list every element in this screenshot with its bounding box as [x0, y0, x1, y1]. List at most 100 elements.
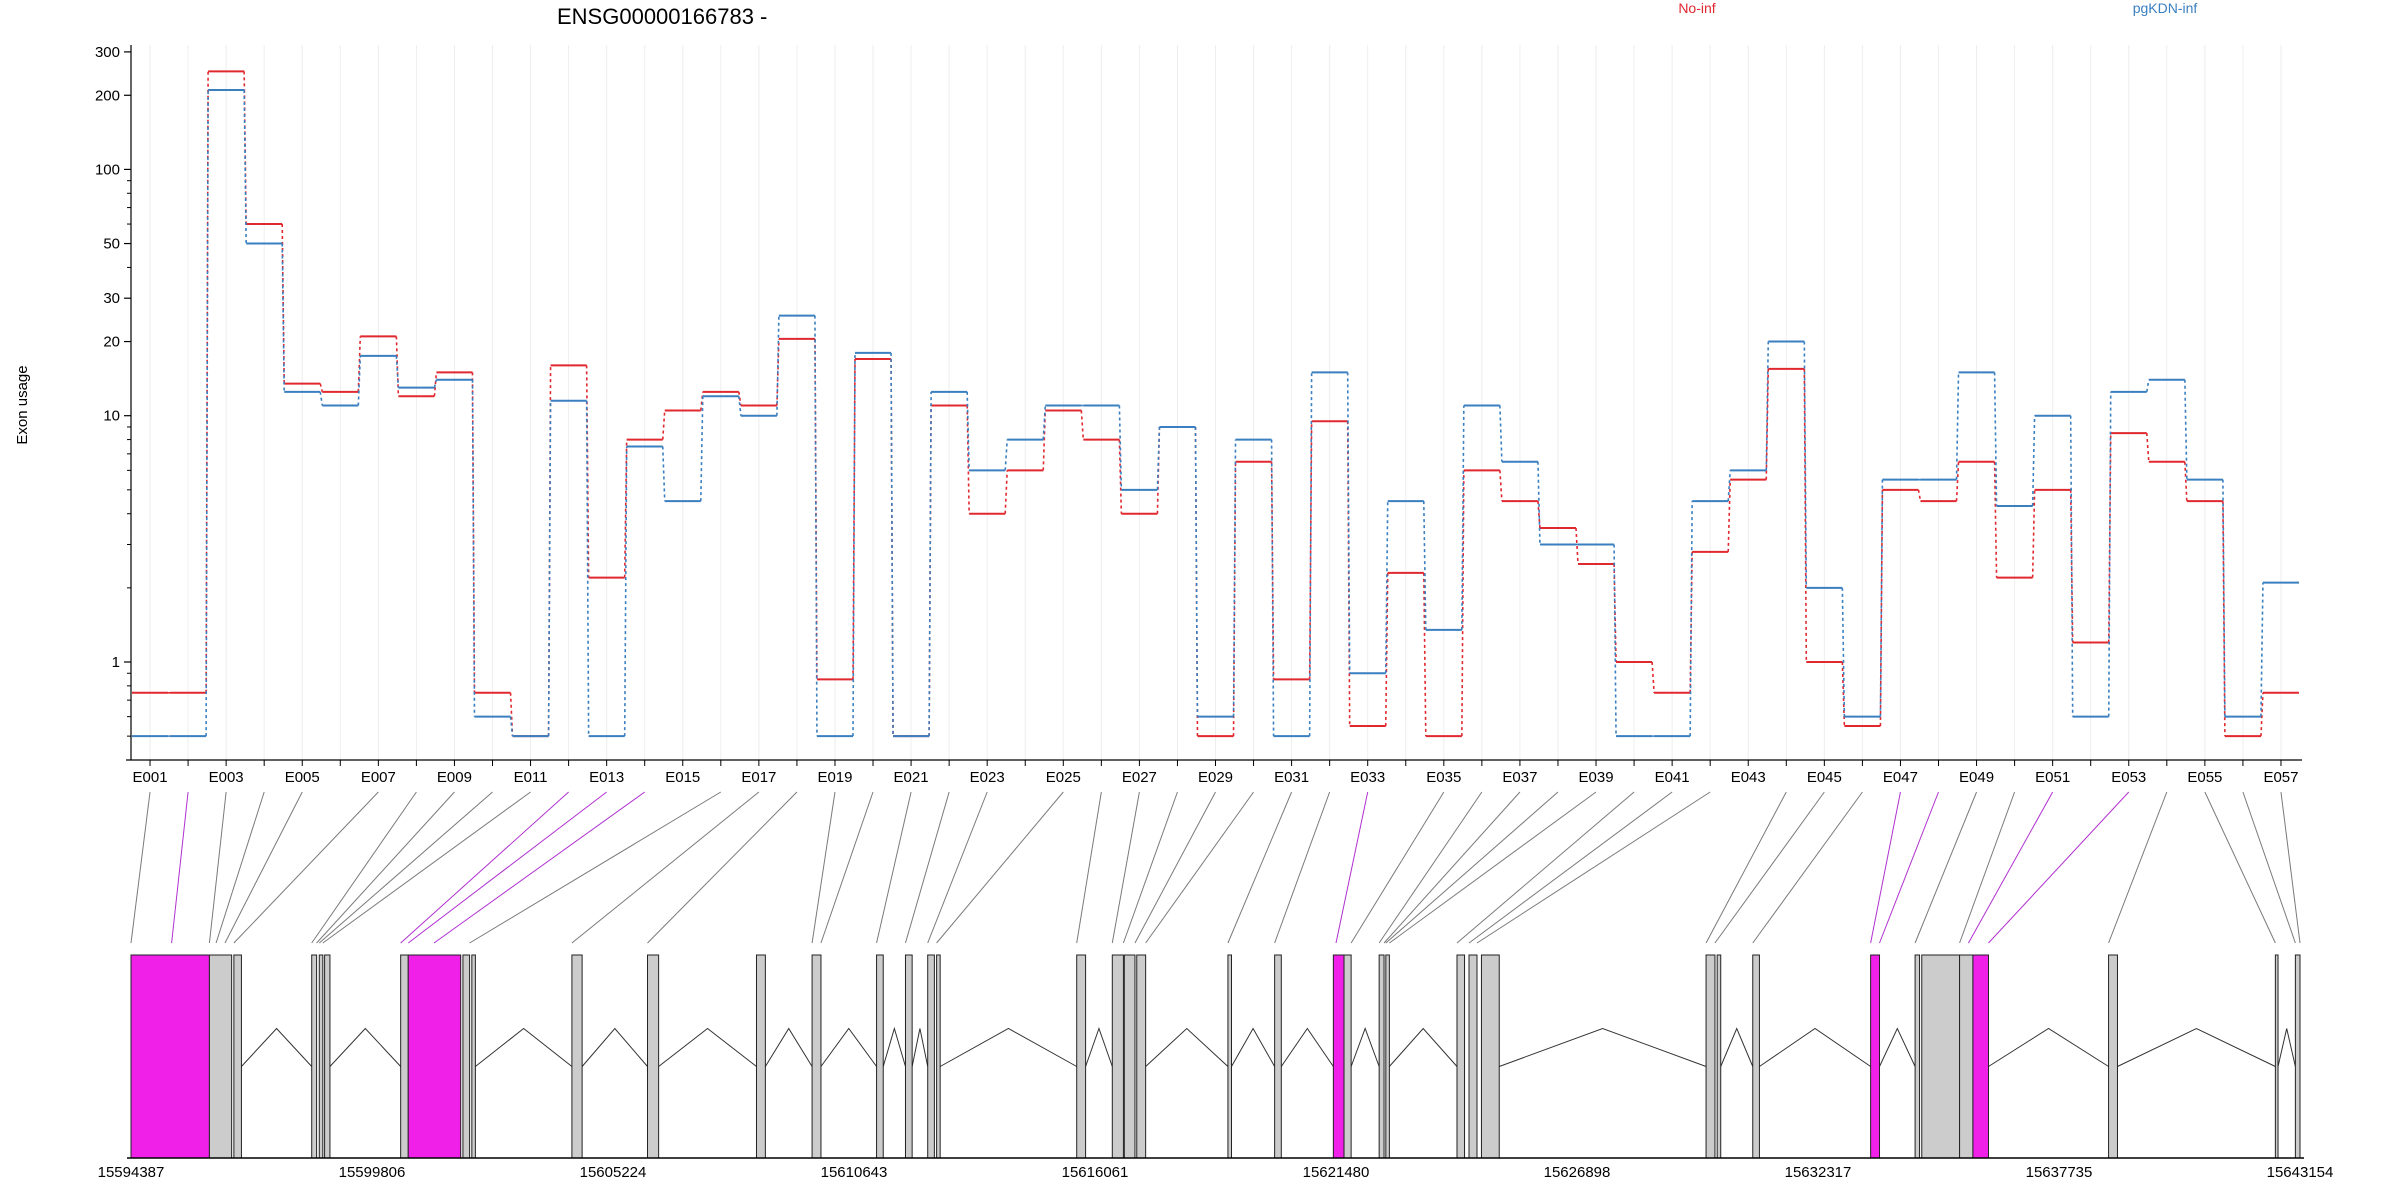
exon-connector: [2204, 791, 2276, 944]
x-tick-label: E009: [437, 769, 472, 786]
genomic-tick-label: 15610643: [821, 1164, 888, 1181]
x-tick-label: E051: [2035, 769, 2070, 786]
exon-connector: [407, 791, 607, 944]
legend-no-inf: No-inf: [1678, 0, 1715, 16]
exon-connectors: [130, 791, 2301, 944]
exon-connector: [2280, 791, 2301, 944]
x-tick-label: E025: [1046, 769, 1081, 786]
x-tick-label: E039: [1579, 769, 1614, 786]
x-tick-label: E003: [209, 769, 244, 786]
exon-connector: [1468, 791, 1673, 944]
chart-title: ENSG00000166783 -: [557, 4, 767, 29]
genomic-tick-label: 15637735: [2026, 1164, 2093, 1181]
exon-connector: [233, 791, 379, 944]
intron-line: [1879, 1027, 1916, 1067]
exon-block: [311, 954, 318, 1159]
x-tick-label: E005: [285, 769, 320, 786]
exon-connector: [2242, 791, 2296, 944]
exon-connector: [208, 791, 227, 944]
x-tick-label: E041: [1655, 769, 1690, 786]
plot-axes: 1 10 20 30 50 100 200 300 E001 E003 E005 E007 E009 E0…: [95, 44, 2302, 786]
exon-connector: [1274, 791, 1331, 944]
exon-connector: [927, 791, 988, 944]
exon-block: [1752, 954, 1760, 1159]
exon-block: [233, 954, 242, 1159]
exon-connector: [1111, 791, 1140, 944]
x-tick-label: E027: [1122, 769, 1157, 786]
exon-connector: [1476, 791, 1711, 944]
series-line-no-inf: [168, 71, 2264, 737]
genomic-tick-label: 15605224: [580, 1164, 647, 1181]
exon-block: [208, 954, 233, 1159]
x-tick-label: E017: [741, 769, 776, 786]
exon-connector: [1705, 791, 1787, 944]
exon-block-highlighted: [407, 954, 462, 1159]
exon-connector: [433, 791, 646, 944]
exon-connector: [469, 791, 722, 944]
exon-block: [876, 954, 884, 1159]
y-tick-label: 30: [103, 290, 120, 307]
intron-line: [1145, 1027, 1229, 1067]
genomic-tick-label: 15616061: [1062, 1164, 1129, 1181]
exon-connector: [1076, 791, 1102, 944]
exon-block-highlighted: [1972, 954, 1989, 1159]
exon-connector: [1385, 791, 1559, 944]
x-tick-label: E053: [2111, 769, 2146, 786]
legend-pgkdn-inf: pgKDN-inf: [2133, 0, 2198, 16]
exon-block: [2108, 954, 2118, 1159]
exon-connector: [1378, 791, 1483, 944]
genomic-tick-label: 15594387: [98, 1164, 165, 1181]
exon-block-highlighted: [1332, 954, 1345, 1159]
gene-model: [130, 954, 2301, 1159]
exon-block: [324, 954, 331, 1159]
y-tick-label: 50: [103, 236, 120, 253]
intron-line: [764, 1027, 813, 1067]
exon-block: [1274, 954, 1282, 1159]
intron-line: [241, 1027, 313, 1067]
intron-line: [475, 1027, 573, 1067]
y-tick-label: 10: [103, 408, 120, 425]
x-tick-label: E035: [1426, 769, 1461, 786]
y-tick-label: 20: [103, 334, 120, 351]
exon-block: [1227, 954, 1232, 1159]
exon-block: [755, 954, 766, 1159]
intron-line: [820, 1027, 877, 1067]
exon-block: [1705, 954, 1716, 1159]
intron-line: [1231, 1027, 1276, 1067]
exon-connector: [1752, 791, 1863, 944]
x-tick-label: E057: [2263, 769, 2298, 786]
x-tick-label: E015: [665, 769, 700, 786]
exon-connector: [1350, 791, 1445, 944]
exon-block: [318, 954, 324, 1159]
intron-line: [1759, 1027, 1871, 1067]
exon-block: [1378, 954, 1385, 1159]
exon-block: [1123, 954, 1136, 1159]
intron-line: [2117, 1027, 2276, 1067]
intron-line: [1720, 1027, 1754, 1067]
intron-line: [581, 1027, 648, 1067]
exon-connector: [571, 791, 760, 944]
intron-line: [1988, 1027, 2109, 1067]
exon-connector: [936, 791, 1064, 944]
exon-connector: [171, 791, 189, 944]
exon-connector: [1879, 791, 1939, 944]
genomic-tick-label: 15621480: [1303, 1164, 1370, 1181]
intron-line: [1350, 1027, 1380, 1067]
exon-connector: [318, 791, 493, 944]
x-tick-label: E001: [133, 769, 168, 786]
exon-connector: [1988, 791, 2130, 944]
exon-block: [927, 954, 935, 1159]
exon-block: [1343, 954, 1352, 1159]
exon-connector: [2108, 791, 2168, 944]
plot-gridlines: [149, 45, 2282, 760]
exon-connector: [316, 791, 455, 944]
exon-block-highlighted: [1870, 954, 1881, 1159]
x-tick-label: E029: [1198, 769, 1233, 786]
genomic-tick-label: 15643154: [2267, 1164, 2334, 1181]
exon-block: [1385, 954, 1390, 1159]
y-tick-label: 300: [95, 44, 120, 61]
exon-connector: [224, 791, 303, 944]
x-tick-label: E019: [817, 769, 852, 786]
x-tick-label: E011: [514, 769, 548, 786]
